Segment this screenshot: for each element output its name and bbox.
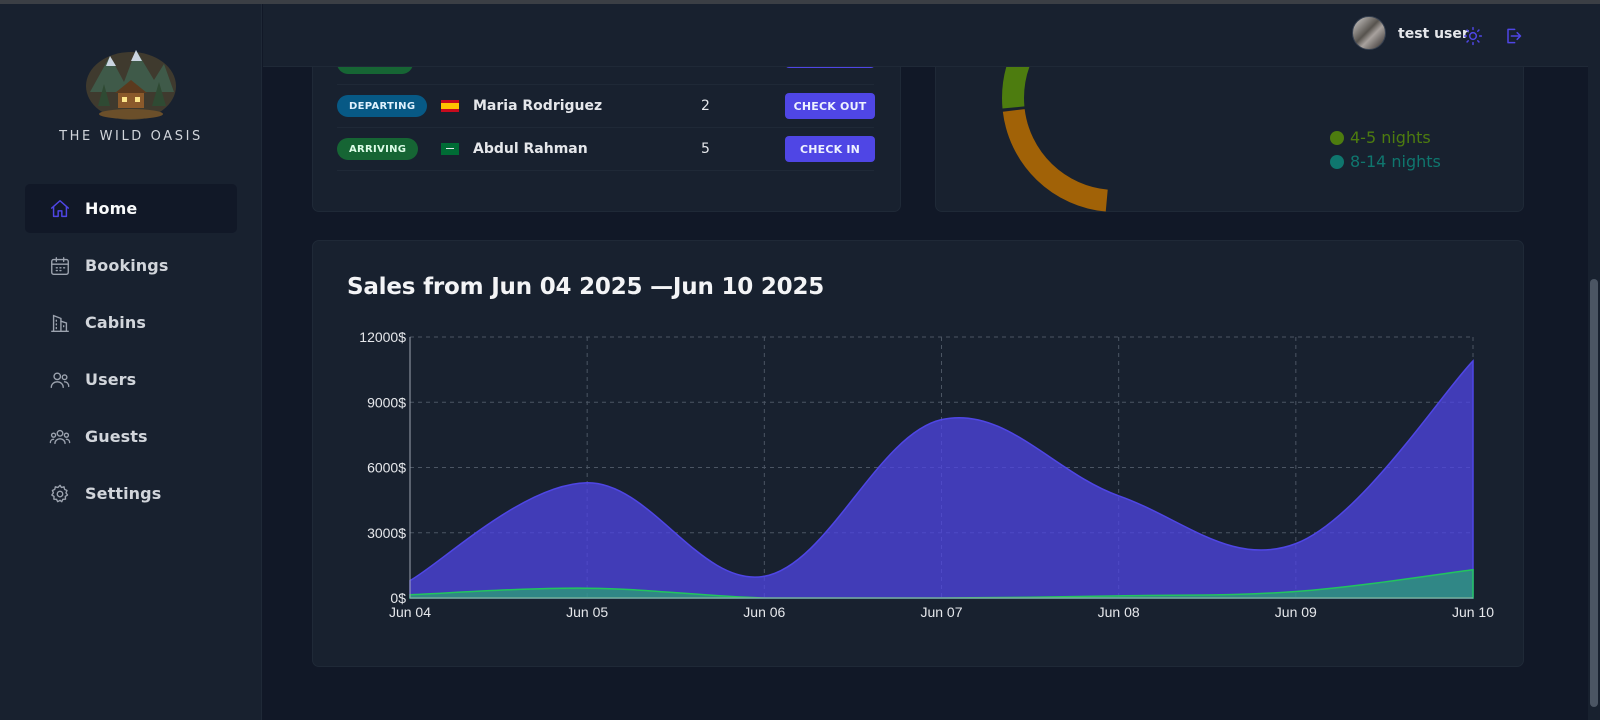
gear-icon bbox=[51, 484, 69, 502]
y-tick-label: 0$ bbox=[390, 590, 406, 606]
legend-label: 4-5 nights bbox=[1350, 128, 1431, 147]
sidebar: THE WILD OASIS Home Bookings Cabins User… bbox=[0, 4, 262, 720]
donut-segment bbox=[1002, 67, 1230, 212]
chart-axes: 0$ 3000$ 6000$ 9000$ 12000$ Jun 04 Jun 05 Jun 0… bbox=[359, 329, 1494, 620]
sidebar-item-bookings[interactable]: Bookings bbox=[25, 241, 237, 290]
home-icon bbox=[51, 199, 69, 217]
saudi-arabia-flag-icon bbox=[441, 143, 459, 155]
sales-area-chart: 0$ 3000$ 6000$ 9000$ 12000$ Jun 04 Jun 05 Jun 0… bbox=[359, 329, 1494, 620]
x-tick-label: Jun 06 bbox=[743, 604, 785, 620]
sidebar-item-guests[interactable]: Guests bbox=[25, 412, 237, 461]
avatar[interactable] bbox=[1352, 16, 1386, 50]
y-tick-label: 9000$ bbox=[367, 394, 406, 410]
total-sales-area bbox=[409, 359, 1474, 599]
nights-count: 2 bbox=[701, 98, 710, 114]
sidebar-item-settings[interactable]: Settings bbox=[25, 469, 237, 518]
sidebar-item-label: Bookings bbox=[85, 256, 169, 275]
legend-label: 8-14 nights bbox=[1350, 152, 1441, 171]
sidebar-item-label: Settings bbox=[85, 484, 162, 503]
scrollbar-thumb[interactable] bbox=[1590, 279, 1598, 707]
stay-durations-card: 4-5 nights 8-14 nights bbox=[935, 67, 1524, 212]
app-header: test user bbox=[263, 4, 1588, 67]
logout-icon[interactable] bbox=[1503, 26, 1523, 46]
users-icon bbox=[50, 371, 70, 388]
sidebar-item-label: Cabins bbox=[85, 313, 146, 332]
sales-chart-title: Sales from Jun 04 2025 —Jun 10 2025 bbox=[347, 274, 825, 300]
brand-name: THE WILD OASIS bbox=[59, 129, 203, 144]
sidebar-nav: Home Bookings Cabins Users Guests Settin… bbox=[25, 184, 237, 526]
x-tick-label: Jun 08 bbox=[1098, 604, 1140, 620]
durations-donut-chart bbox=[1002, 67, 1230, 212]
sidebar-item-users[interactable]: Users bbox=[25, 355, 237, 404]
building-icon bbox=[51, 314, 69, 332]
check-out-button[interactable]: CHECK OUT bbox=[785, 93, 875, 119]
user-group-icon bbox=[49, 429, 71, 444]
y-tick-label: 3000$ bbox=[367, 525, 406, 541]
legend-dot bbox=[1330, 130, 1344, 145]
donut-segment bbox=[1002, 67, 1230, 212]
legend-dot bbox=[1330, 154, 1344, 169]
y-tick-label: 6000$ bbox=[367, 460, 406, 476]
browser-top-edge bbox=[0, 0, 1600, 4]
activity-row-partial bbox=[337, 67, 875, 85]
sidebar-item-label: Home bbox=[85, 199, 138, 218]
dashboard-main: DEPARTING Maria Rodriguez 2 CHECK OUT AR… bbox=[263, 67, 1588, 720]
x-tick-label: Jun 05 bbox=[566, 604, 608, 620]
x-tick-label: Jun 10 bbox=[1452, 604, 1494, 620]
guest-name: Abdul Rahman bbox=[473, 141, 588, 157]
activity-row: ARRIVING Abdul Rahman 5 CHECK IN bbox=[337, 128, 875, 171]
guest-name: Maria Rodriguez bbox=[473, 98, 603, 114]
check-in-button[interactable]: CHECK IN bbox=[785, 136, 875, 162]
nights-count: 5 bbox=[701, 141, 710, 157]
status-badge: ARRIVING bbox=[337, 138, 419, 160]
legend-item: 8-14 nights bbox=[1330, 152, 1441, 171]
status-badge bbox=[337, 67, 413, 74]
x-tick-label: Jun 09 bbox=[1275, 604, 1317, 620]
sidebar-item-home[interactable]: Home bbox=[25, 184, 237, 233]
sidebar-item-label: Users bbox=[85, 370, 137, 389]
sidebar-item-label: Guests bbox=[85, 427, 148, 446]
sun-icon[interactable] bbox=[1463, 26, 1483, 46]
status-badge: DEPARTING bbox=[337, 95, 428, 117]
spain-flag-icon bbox=[441, 100, 459, 112]
sidebar-item-cabins[interactable]: Cabins bbox=[25, 298, 237, 347]
calendar-icon bbox=[51, 256, 69, 275]
page-scrollbar[interactable] bbox=[1588, 4, 1600, 720]
sales-chart-card: Sales from Jun 04 2025 —Jun 10 2025 0$ 30… bbox=[312, 240, 1524, 667]
user-name: test user bbox=[1398, 26, 1469, 42]
today-activity-card: DEPARTING Maria Rodriguez 2 CHECK OUT AR… bbox=[312, 67, 901, 212]
y-tick-label: 12000$ bbox=[359, 329, 406, 345]
logo-image bbox=[86, 50, 176, 120]
activity-row: DEPARTING Maria Rodriguez 2 CHECK OUT bbox=[337, 85, 875, 128]
activity-action-button[interactable] bbox=[785, 67, 875, 68]
x-tick-label: Jun 07 bbox=[920, 604, 962, 620]
legend-item: 4-5 nights bbox=[1330, 128, 1431, 147]
x-tick-label: Jun 04 bbox=[389, 604, 431, 620]
